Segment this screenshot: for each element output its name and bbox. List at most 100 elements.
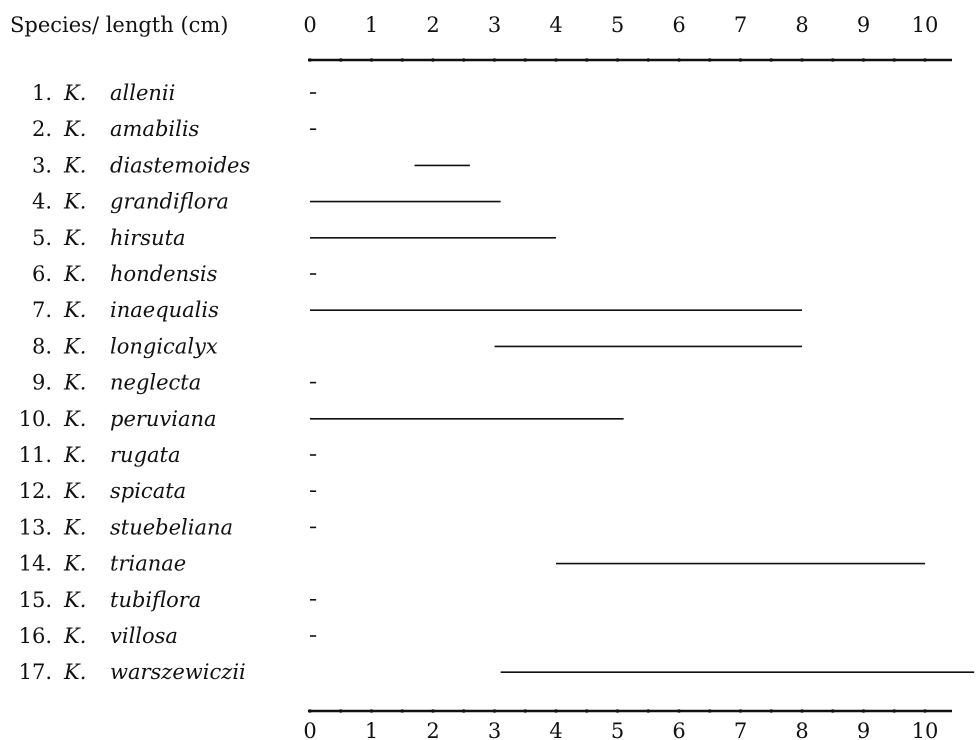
species-number: 10. <box>19 407 52 431</box>
species-epithet: peruviana <box>110 407 217 431</box>
species-genus: K. <box>63 660 86 684</box>
species-epithet: spicata <box>110 479 186 503</box>
bottom-axis-tick <box>892 709 897 713</box>
species-genus: K. <box>63 226 86 250</box>
top-axis-tick <box>369 58 374 62</box>
bottom-tick-label: 2 <box>426 719 439 740</box>
species-row: 3. K. diastemoides <box>32 153 470 177</box>
species-rows: 1. K. allenii 2. K. amabilis 3. K. diastemoides 4… <box>19 81 975 684</box>
species-genus: K. <box>63 153 86 177</box>
species-genus: K. <box>63 588 86 612</box>
species-number: 7. <box>32 298 52 322</box>
species-genus: K. <box>63 479 86 503</box>
species-epithet: amabilis <box>110 117 200 141</box>
bottom-tick-label: 4 <box>549 719 562 740</box>
bottom-axis-tick <box>615 709 620 713</box>
top-axis-tick <box>861 58 866 62</box>
top-axis-tick <box>338 58 343 62</box>
bottom-tick-label: 5 <box>611 719 624 740</box>
bottom-axis-tick <box>338 709 343 713</box>
bottom-tick-label: 10 <box>912 719 939 740</box>
top-axis-tick <box>707 58 712 62</box>
species-row: 5. K. hirsuta <box>32 226 556 250</box>
top-axis-tick <box>431 58 435 62</box>
species-row: 12. K. spicata <box>19 479 317 503</box>
species-genus: K. <box>63 298 86 322</box>
bottom-axis-tick <box>646 709 651 713</box>
species-epithet: hirsuta <box>110 226 186 250</box>
species-genus: K. <box>63 262 86 286</box>
species-number: 15. <box>19 588 52 612</box>
species-epithet: grandiflora <box>110 190 229 214</box>
species-epithet: hondensis <box>110 262 218 286</box>
species-genus: K. <box>63 190 86 214</box>
top-axis-tick <box>830 58 835 62</box>
species-genus: K. <box>63 407 86 431</box>
bottom-axis-tick <box>369 709 374 713</box>
bottom-axis-tick <box>677 709 681 713</box>
top-axis-tick <box>615 58 620 62</box>
species-genus: K. <box>63 515 86 539</box>
species-row: 16. K. villosa <box>19 624 317 648</box>
top-axis-tick <box>400 58 405 62</box>
species-row: 7. K. inaequalis <box>32 298 802 322</box>
species-number: 3. <box>32 153 52 177</box>
species-number: 11. <box>19 443 52 467</box>
top-axis-tick <box>646 58 651 62</box>
bottom-axis-tick <box>769 709 774 713</box>
species-number: 8. <box>32 334 52 358</box>
header-label: Species/ length (cm) <box>10 13 229 37</box>
species-genus: K. <box>63 552 86 576</box>
species-row: 10. K. peruviana <box>19 407 624 431</box>
bottom-tick-label: 8 <box>795 719 808 740</box>
top-tick-label: 8 <box>795 13 808 37</box>
top-tick-label: 7 <box>734 13 747 37</box>
bottom-axis-tick <box>584 709 589 713</box>
species-row: 6. K. hondensis <box>32 262 317 286</box>
species-row: 8. K. longicalyx <box>32 334 802 358</box>
top-tick-label: 6 <box>672 13 685 37</box>
bottom-tick-label: 0 <box>303 719 316 740</box>
species-number: 6. <box>32 262 52 286</box>
species-number: 14. <box>19 552 52 576</box>
top-axis-tick <box>738 58 743 62</box>
top-axis-tick <box>800 58 804 62</box>
species-genus: K. <box>63 117 86 141</box>
bottom-axis-tick <box>861 709 866 713</box>
bottom-axis-tick <box>554 709 558 713</box>
top-tick-label: 1 <box>365 13 378 37</box>
top-tick-label: 10 <box>912 13 939 37</box>
top-axis-tick <box>923 58 927 62</box>
species-genus: K. <box>63 334 86 358</box>
species-number: 2. <box>32 117 52 141</box>
species-epithet: allenii <box>110 81 175 105</box>
species-row: 9. K. neglecta <box>32 371 317 395</box>
species-epithet: tubiflora <box>110 588 201 612</box>
species-epithet: trianae <box>110 552 186 576</box>
bottom-axis-tick <box>308 709 312 713</box>
species-row: 4. K. grandiflora <box>32 190 501 214</box>
bottom-axis-tick <box>523 709 528 713</box>
species-number: 16. <box>19 624 52 648</box>
bottom-axis-tick <box>738 709 743 713</box>
bottom-tick-label: 6 <box>672 719 685 740</box>
top-axis-tick <box>492 58 497 62</box>
top-axis-tick <box>554 58 558 62</box>
bottom-axis-tick <box>431 709 435 713</box>
species-row: 17. K. warszewiczii <box>19 660 975 684</box>
species-number: 17. <box>19 660 52 684</box>
bottom-axis-tick <box>923 709 927 713</box>
top-axis-tick <box>769 58 774 62</box>
bottom-tick-label: 1 <box>365 719 378 740</box>
bottom-axis-tick <box>800 709 804 713</box>
bottom-axis-tick <box>707 709 712 713</box>
top-axis: 0 1 2 3 4 5 6 7 8 9 10 <box>303 13 952 62</box>
top-axis-tick <box>523 58 528 62</box>
bottom-axis-tick <box>830 709 835 713</box>
species-epithet: warszewiczii <box>110 660 246 684</box>
top-axis-tick <box>677 58 681 62</box>
species-epithet: neglecta <box>110 371 201 395</box>
species-epithet: inaequalis <box>110 298 219 322</box>
species-number: 12. <box>19 479 52 503</box>
species-epithet: diastemoides <box>110 153 250 177</box>
